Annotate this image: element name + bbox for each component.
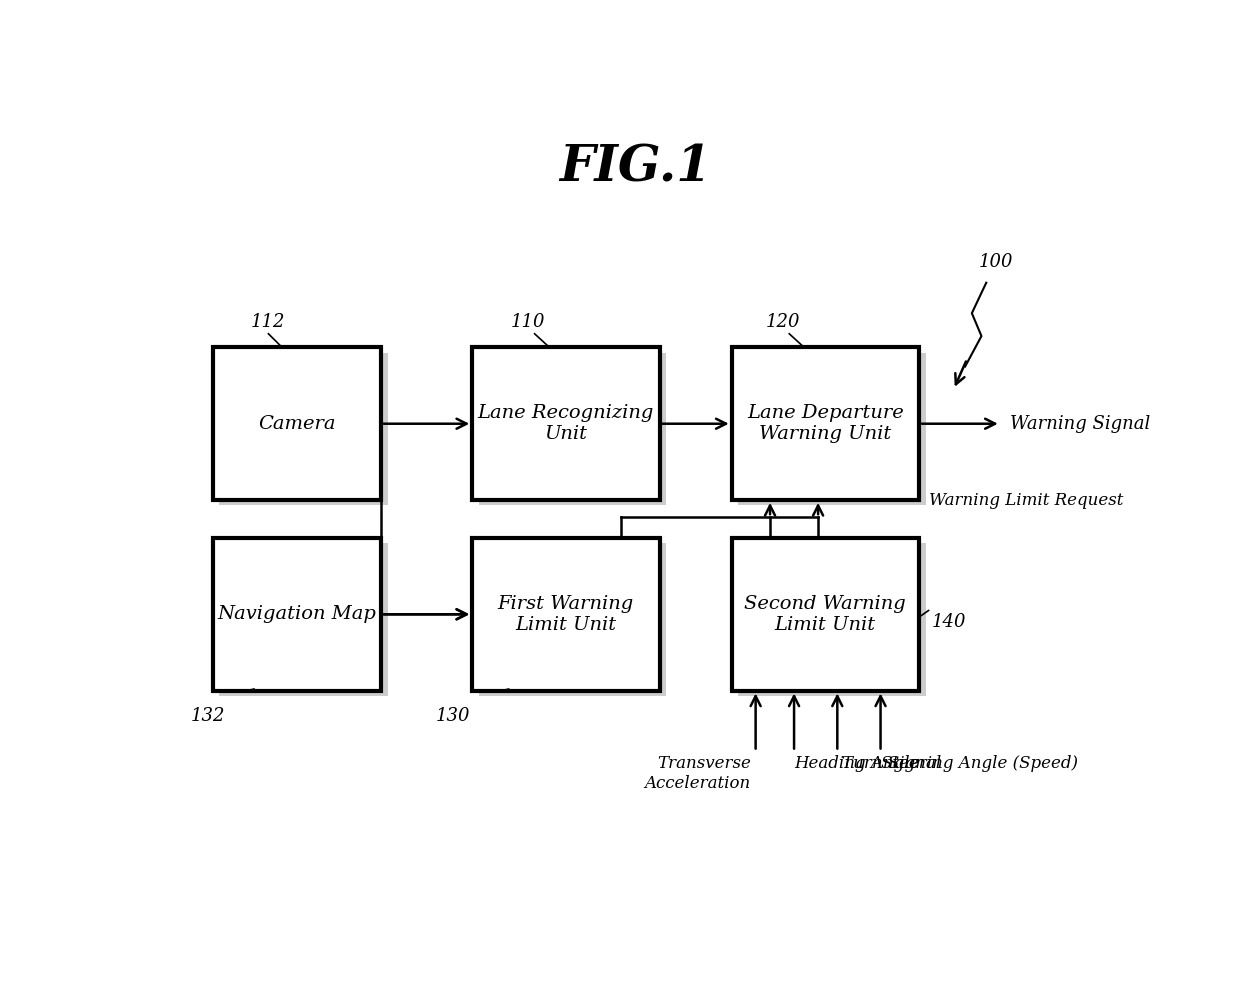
Text: 132: 132 [191, 707, 226, 726]
Text: Camera: Camera [258, 415, 336, 433]
Text: Second Warning
Limit Unit: Second Warning Limit Unit [744, 595, 906, 634]
Text: Transverse
Acceleration: Transverse Acceleration [645, 755, 751, 792]
Text: Steering Angle (Speed): Steering Angle (Speed) [880, 755, 1078, 772]
Bar [732, 538, 919, 691]
Bar [479, 544, 666, 696]
Bar [738, 352, 926, 505]
Text: Lane Recognizing
Unit: Lane Recognizing Unit [477, 404, 653, 444]
Bar [738, 544, 926, 696]
Text: 130: 130 [435, 707, 470, 726]
Text: First Warning
Limit Unit: First Warning Limit Unit [497, 595, 634, 634]
Text: Navigation Map: Navigation Map [217, 605, 376, 624]
Bar [479, 352, 666, 505]
Bar [472, 347, 660, 500]
Text: Turn Signal: Turn Signal [842, 755, 941, 772]
Bar [219, 352, 388, 505]
Text: 120: 120 [765, 313, 800, 331]
Text: Warning Limit Request: Warning Limit Request [929, 492, 1123, 510]
Text: Warning Signal: Warning Signal [1011, 415, 1151, 433]
Text: 100: 100 [978, 253, 1013, 271]
Text: FIG.1: FIG.1 [559, 144, 712, 193]
Text: 112: 112 [252, 313, 285, 331]
Bar [472, 538, 660, 691]
Text: Heading Angle: Heading Angle [794, 755, 920, 772]
Text: 110: 110 [511, 313, 546, 331]
Text: Lane Departure
Warning Unit: Lane Departure Warning Unit [746, 404, 904, 444]
Bar [732, 347, 919, 500]
Bar [219, 544, 388, 696]
Bar [213, 347, 381, 500]
Bar [213, 538, 381, 691]
Text: 140: 140 [931, 613, 966, 631]
